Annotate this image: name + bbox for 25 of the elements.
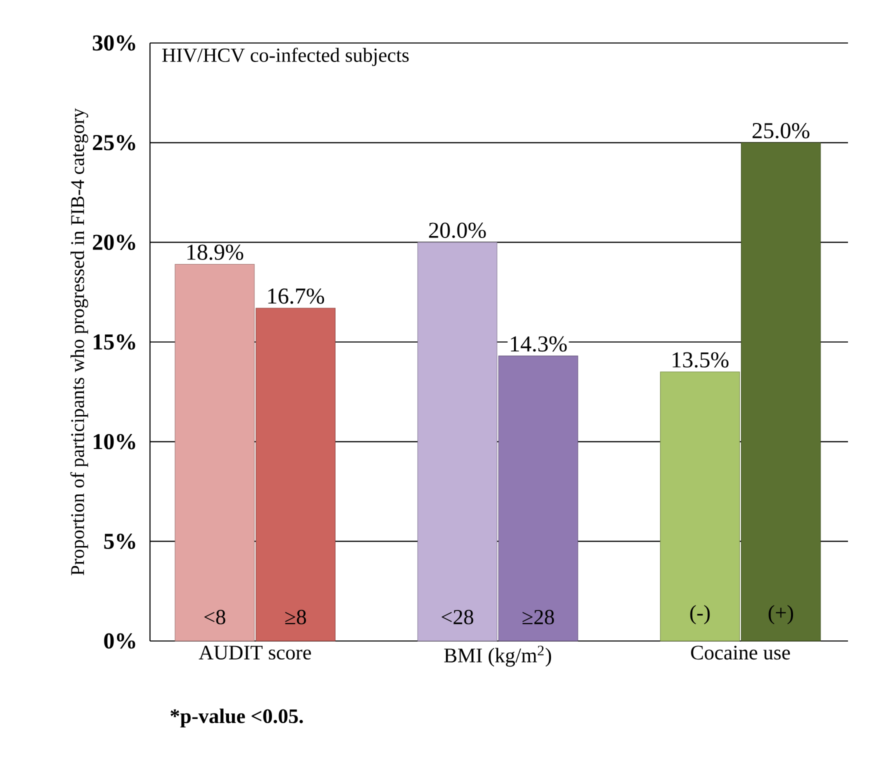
- y-tick-label: 5%: [104, 534, 136, 550]
- x-tick-label: <28: [442, 610, 474, 624]
- data-label: 18.9%: [187, 244, 244, 260]
- x-tick-label: (+): [768, 604, 794, 624]
- y-tick-label: 25%: [92, 134, 136, 150]
- data-label: 20.0%: [429, 222, 486, 238]
- y-tick-label: 0%: [104, 633, 136, 649]
- text: *p-value <0.05.: [170, 708, 303, 728]
- y-axis-title: Proportion of participants who progressed in FIB-4 category: [70, 108, 88, 576]
- text: Cocaine use: [691, 646, 790, 660]
- y-tick-label: 10%: [94, 434, 136, 450]
- x-tick-label: (-): [690, 604, 710, 624]
- data-label: 13.5%: [672, 352, 728, 368]
- x-tick-label: <8: [204, 610, 226, 624]
- y-tick-label: 30%: [92, 35, 136, 51]
- x-tick-label: ≥8: [285, 610, 306, 624]
- chart-title: HIV/HCV co-infected subjects: [162, 48, 409, 66]
- data-label: 25.0%: [752, 123, 810, 138]
- x-tick-label: ≥28: [522, 610, 554, 624]
- y-tick-label: 15%: [94, 334, 136, 350]
- text: BMI (kg/m$^{2}$): [444, 646, 552, 667]
- y-tick-label: 20%: [92, 234, 136, 250]
- data-label: 16.7%: [268, 288, 324, 304]
- data-label: 14.3%: [510, 336, 567, 352]
- text: AUDIT score: [198, 646, 311, 660]
